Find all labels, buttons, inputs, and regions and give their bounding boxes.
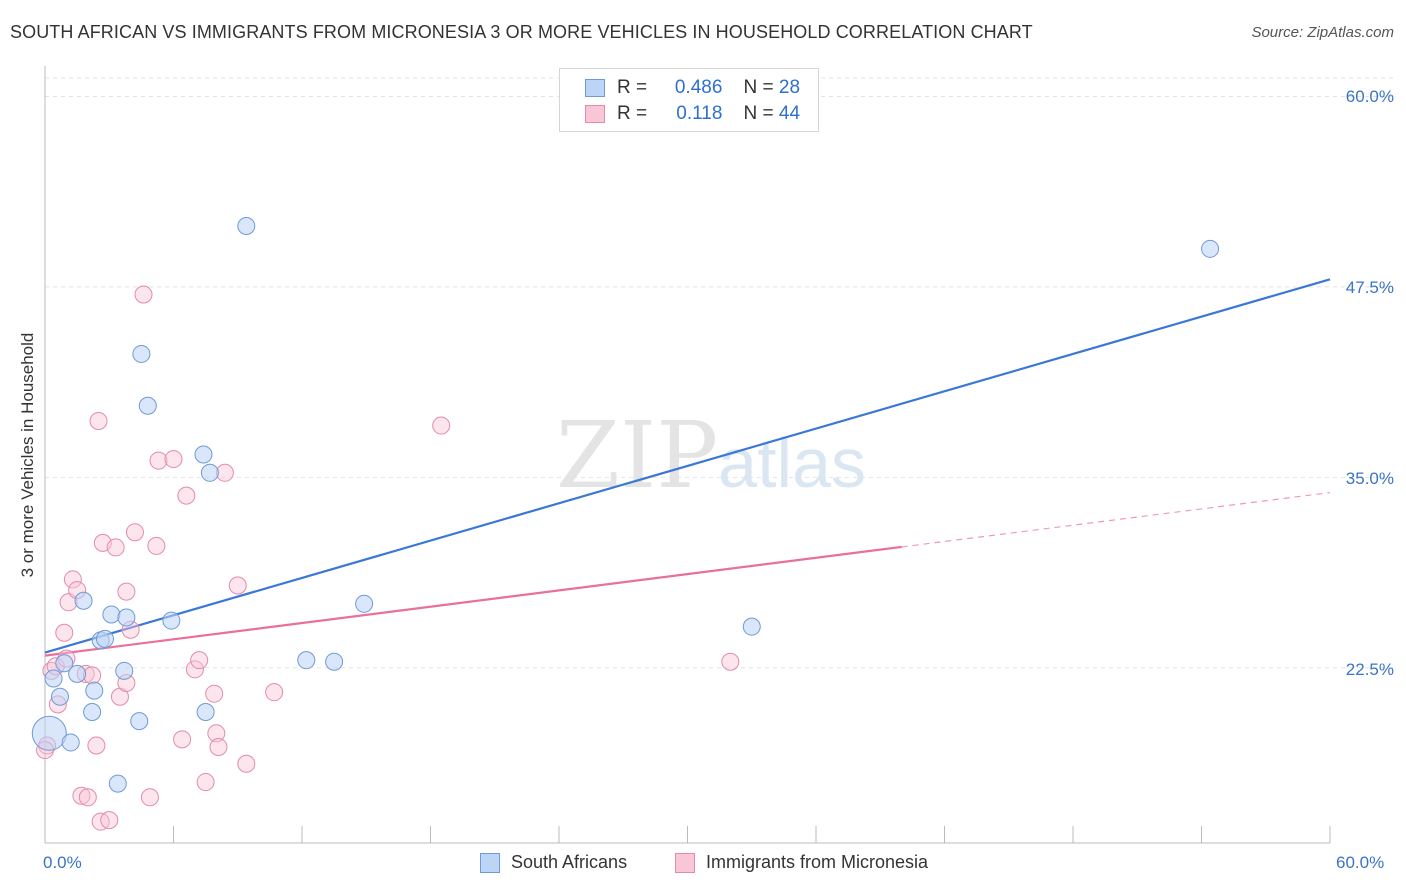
legend-item-south-africans[interactable]: South Africans [480,852,627,873]
gridlines [45,77,1395,669]
point-south-africans [355,594,374,613]
point-micronesia [78,788,97,807]
legend-swatch-blue [480,852,500,873]
y-tick-label: 60.0% [1345,87,1394,106]
point-micronesia [72,786,91,805]
point-micronesia [89,411,108,430]
legend-swatch-pink [675,852,695,873]
legend-row-south-africans: R = 0.486 N = 28 [585,76,800,100]
trend-lines [44,278,1331,657]
point-south-africans [68,664,87,683]
x-tick-label: 0.0% [43,853,82,872]
point-south-africans [61,733,80,752]
point-micronesia [173,730,192,749]
correlation-legend: R = 0.486 N = 28 R = 0.118 N = 44 [559,68,819,132]
point-micronesia [117,582,136,601]
point-micronesia [228,576,247,595]
point-south-africans [115,661,134,680]
point-micronesia [140,788,159,807]
series-legend: South Africans Immigrants from Micronesi… [0,852,1406,878]
point-south-africans [117,608,136,627]
point-micronesia [185,660,204,679]
x-tick-label: 60.0% [1336,853,1385,872]
point-south-africans [132,344,151,363]
y-tick-label: 47.5% [1345,278,1394,297]
point-south-africans [237,216,256,235]
r-label: R = [617,77,648,98]
point-micronesia [164,450,183,469]
point-micronesia [147,536,166,555]
point-micronesia [100,811,119,830]
watermark: ZIPatlas [556,402,866,509]
point-micronesia [237,754,256,773]
point-south-africans [85,681,104,700]
legend-item-micronesia[interactable]: Immigrants from Micronesia [675,852,928,873]
point-micronesia [149,451,168,470]
y-axis-label: 3 or more Vehicles in Household [18,332,37,578]
point-south-africans [1201,239,1220,258]
point-micronesia [83,666,102,685]
point-micronesia [134,285,153,304]
point-south-africans [297,651,316,670]
point-micronesia [215,463,234,482]
point-south-africans [200,463,219,482]
watermark-zip: ZIP [556,402,719,509]
point-micronesia [63,570,82,589]
n-value: 28 [778,77,801,98]
point-south-africans [55,654,74,673]
legend-swatch-pink [585,105,605,123]
point-micronesia [265,683,284,702]
point-south-africans [31,715,67,751]
point-south-africans [108,774,127,793]
point-micronesia [177,486,196,505]
point-micronesia [209,738,228,757]
point-micronesia [106,538,125,557]
point-micronesia [55,623,74,642]
legend-swatch-blue [585,79,605,97]
point-south-africans [102,605,121,624]
n-value: 44 [778,103,801,124]
point-south-africans [50,687,69,706]
r-label: R = [617,103,648,124]
point-micronesia [190,651,209,670]
point-south-africans [196,702,215,721]
trend-line-extension [901,491,1331,548]
y-tick-label: 35.0% [1345,469,1394,488]
legend-label: Immigrants from Micronesia [706,852,929,872]
point-south-africans [44,669,63,688]
y-tick-label: 22.5% [1345,660,1394,679]
data-points [31,216,1220,831]
legend-label: South Africans [511,852,628,872]
legend-row-micronesia: R = 0.118 N = 44 [585,102,800,126]
point-south-africans [83,702,102,721]
chart-title: SOUTH AFRICAN VS IMMIGRANTS FROM MICRONE… [10,22,1033,42]
point-micronesia [125,523,144,542]
point-micronesia [196,773,215,792]
point-micronesia [87,736,106,755]
point-micronesia [205,684,224,703]
point-south-africans [138,396,157,415]
point-south-africans [325,652,344,671]
point-south-africans [742,617,761,636]
point-south-africans [162,611,181,630]
point-micronesia [432,416,451,435]
source-label: Source: ZipAtlas.com [1251,24,1394,41]
r-value: 0.486 [674,77,723,98]
n-label: N = [743,103,774,124]
point-south-africans [95,629,114,648]
point-micronesia [721,652,740,671]
n-label: N = [743,77,774,98]
point-south-africans [130,712,149,731]
point-south-africans [194,445,213,464]
axes [44,66,1331,844]
point-south-africans [74,591,93,610]
trend-line [44,545,902,657]
point-micronesia [207,724,226,743]
r-value: 0.118 [676,103,723,124]
trend-line [44,278,1331,654]
watermark-atlas: atlas [718,424,867,502]
